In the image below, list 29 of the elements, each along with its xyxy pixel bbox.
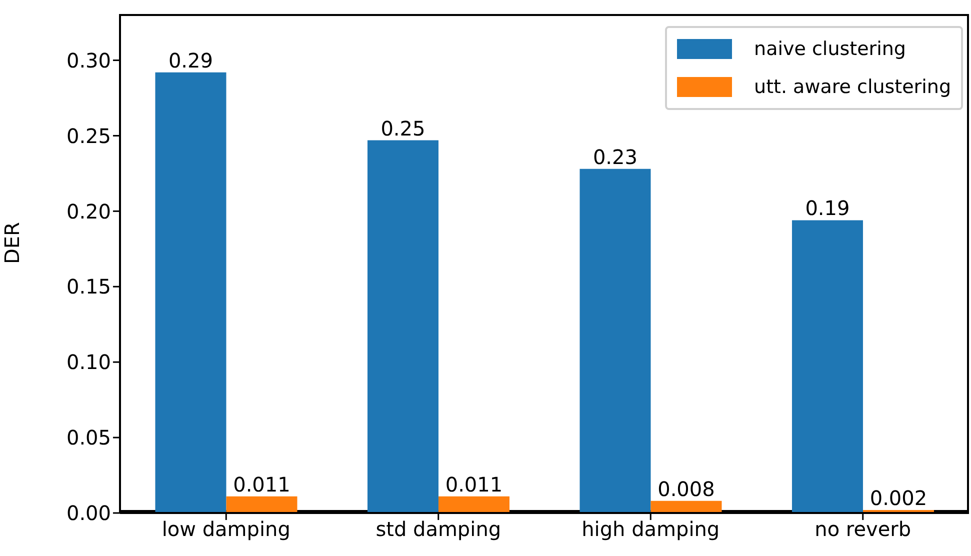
bar <box>792 220 863 513</box>
bar <box>650 500 722 513</box>
y-tick-label: 0.05 <box>66 426 111 450</box>
y-tick-label: 0.20 <box>66 199 111 224</box>
data-label: 0.008 <box>658 476 715 501</box>
y-tick-label: 0.10 <box>66 350 111 374</box>
y-axis-title: DER <box>0 222 24 264</box>
y-tick-label: 0.15 <box>66 274 111 299</box>
data-label: 0.29 <box>168 48 213 72</box>
y-tick-label: 0.00 <box>66 501 111 526</box>
data-label: 0.23 <box>592 144 638 169</box>
x-tick-label: no reverb <box>814 517 912 542</box>
bar <box>155 72 226 513</box>
y-tick-label: 0.30 <box>66 48 111 72</box>
legend-label: utt. aware clustering <box>754 76 951 98</box>
data-label: 0.011 <box>445 472 503 496</box>
bar <box>226 496 298 513</box>
data-label: 0.25 <box>380 116 426 140</box>
bar <box>438 496 510 513</box>
data-label: 0.002 <box>870 486 928 510</box>
bar <box>580 168 651 513</box>
x-tick-label: low damping <box>162 517 290 542</box>
legend-label: naive clustering <box>754 38 906 60</box>
data-label: 0.011 <box>233 472 290 496</box>
x-tick-label: std damping <box>376 517 502 542</box>
y-tick-label: 0.25 <box>66 124 111 148</box>
data-label: 0.19 <box>805 196 850 220</box>
bar <box>367 140 438 513</box>
x-tick-label: high damping <box>582 517 720 542</box>
